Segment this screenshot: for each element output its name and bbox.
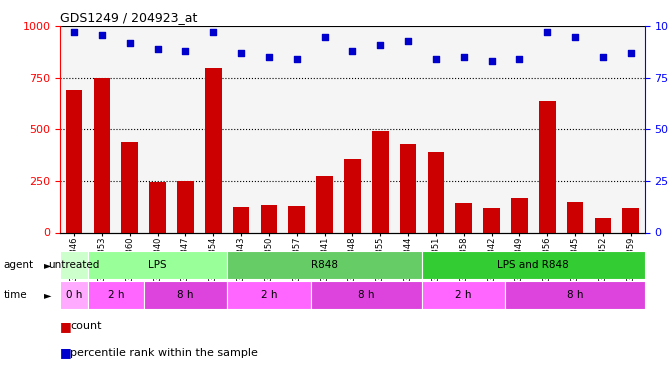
Bar [422, 251, 645, 279]
Bar [456, 202, 472, 232]
Text: 2 h: 2 h [456, 290, 472, 300]
Text: 2 h: 2 h [261, 290, 277, 300]
Text: 2 h: 2 h [108, 290, 124, 300]
Bar [483, 208, 500, 232]
Point [236, 50, 246, 56]
Point [514, 56, 525, 62]
Bar [311, 281, 422, 309]
Text: ■: ■ [60, 320, 72, 333]
Bar [232, 207, 249, 232]
Text: 8 h: 8 h [177, 290, 194, 300]
Bar [422, 281, 506, 309]
Text: GDS1249 / 204923_at: GDS1249 / 204923_at [60, 11, 198, 24]
Bar [316, 176, 333, 232]
Bar [399, 144, 416, 232]
Text: LPS: LPS [148, 260, 167, 270]
Text: 0 h: 0 h [66, 290, 82, 300]
Point [458, 54, 469, 60]
Point [319, 34, 330, 40]
Bar [205, 68, 222, 232]
Bar [506, 281, 645, 309]
Point [625, 50, 636, 56]
Text: ■: ■ [60, 346, 72, 359]
Point [486, 58, 497, 64]
Bar [372, 132, 389, 232]
Bar [539, 100, 556, 232]
Bar [60, 251, 88, 279]
Point [208, 30, 218, 36]
Text: agent: agent [3, 260, 33, 270]
Bar [261, 205, 277, 232]
Text: untreated: untreated [48, 260, 100, 270]
Bar [60, 281, 88, 309]
Point [124, 40, 135, 46]
Point [69, 30, 79, 36]
Bar [227, 251, 422, 279]
Text: ►: ► [44, 260, 52, 270]
Point [375, 42, 385, 48]
Point [180, 48, 191, 54]
Point [152, 46, 163, 52]
Bar [289, 206, 305, 232]
Bar [65, 90, 82, 232]
Bar [88, 281, 144, 309]
Text: LPS and R848: LPS and R848 [498, 260, 569, 270]
Point [263, 54, 275, 60]
Bar [122, 142, 138, 232]
Bar [595, 218, 611, 232]
Point [96, 32, 107, 38]
Point [347, 48, 358, 54]
Bar [227, 281, 311, 309]
Text: ►: ► [44, 290, 52, 300]
Point [542, 30, 552, 36]
Bar [566, 202, 583, 232]
Bar [428, 152, 444, 232]
Point [431, 56, 442, 62]
Bar [344, 159, 361, 232]
Text: time: time [3, 290, 27, 300]
Bar [177, 181, 194, 232]
Bar [94, 78, 110, 232]
Point [403, 38, 413, 44]
Bar [511, 198, 528, 232]
Bar [623, 208, 639, 232]
Point [570, 34, 580, 40]
Bar [149, 182, 166, 232]
Point [597, 54, 608, 60]
Text: 8 h: 8 h [358, 290, 375, 300]
Text: R848: R848 [311, 260, 338, 270]
Bar [144, 281, 227, 309]
Point [291, 56, 302, 62]
Text: percentile rank within the sample: percentile rank within the sample [70, 348, 258, 357]
Text: 8 h: 8 h [566, 290, 583, 300]
Bar [88, 251, 227, 279]
Text: count: count [70, 321, 102, 331]
